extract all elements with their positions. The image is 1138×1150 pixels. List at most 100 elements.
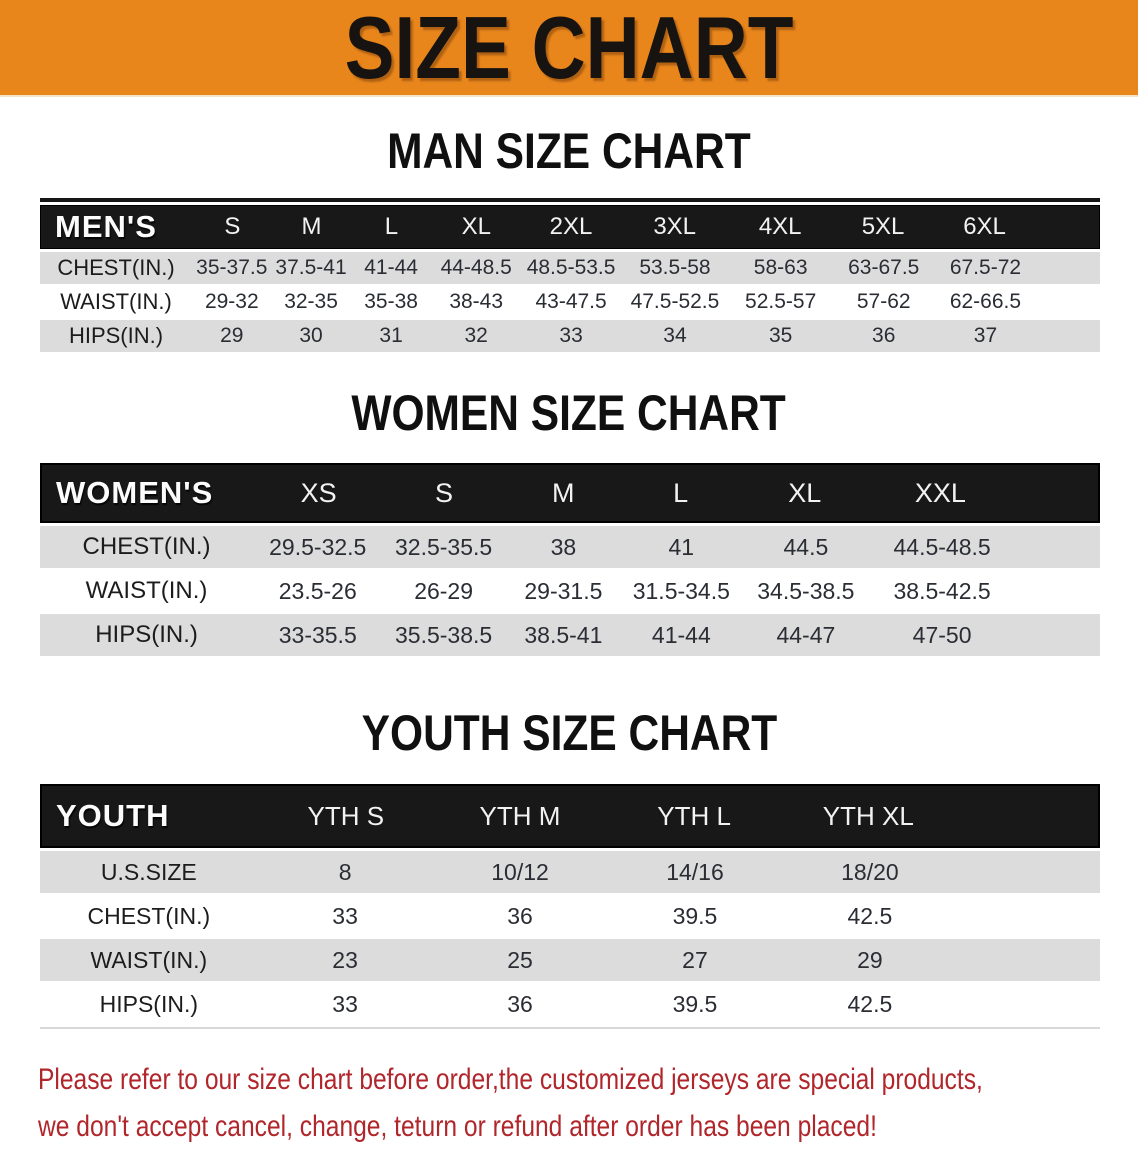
- size-cell: 38.5-42.5: [893, 577, 991, 604]
- size-cell: 42.5: [847, 902, 893, 929]
- row-label: WAIST(IN.): [60, 289, 172, 314]
- size-header: 5XL: [861, 213, 905, 240]
- size-cell: 29: [857, 946, 883, 973]
- size-cell: 32: [464, 324, 488, 347]
- women-size-table: WOMEN'S XS S M L XL XXL CHEST(IN.) 29.5-…: [40, 463, 1100, 656]
- size-cell: 33: [332, 990, 358, 1017]
- size-cell: 38: [550, 533, 577, 560]
- size-cell: 14/16: [666, 858, 724, 885]
- men-header-row: MEN'S S M L XL 2XL 3XL 4XL 5XL 6XL: [40, 205, 1100, 249]
- size-cell: 57-62: [856, 290, 911, 313]
- size-cell: 35: [768, 324, 793, 347]
- size-chart-banner: SIZE CHART: [0, 0, 1138, 97]
- size-cell: 25: [507, 946, 533, 973]
- row-label: HIPS(IN.): [99, 990, 198, 1017]
- row-label: HIPS(IN.): [68, 323, 164, 348]
- women-hips-row: HIPS(IN.) 33-35.5 35.5-38.5 38.5-41 41-4…: [40, 614, 1100, 656]
- size-cell: 32-35: [284, 290, 338, 313]
- size-cell: 43-47.5: [535, 290, 607, 313]
- size-cell: 34.5-38.5: [757, 577, 855, 604]
- men-chest-row: CHEST(IN.) 35-37.5 37.5-41 41-44 44-48.5…: [40, 252, 1100, 284]
- size-cell: 44.5-48.5: [893, 533, 991, 560]
- disclaimer-line-2: we don't accept cancel, change, teturn o…: [38, 1110, 877, 1143]
- size-cell: 30: [299, 324, 323, 347]
- size-cell: 35.5-38.5: [395, 621, 493, 648]
- size-header: 4XL: [758, 213, 802, 240]
- men-corner-label: MEN'S: [55, 209, 157, 244]
- size-header: YTH M: [479, 800, 561, 831]
- size-header: S: [224, 213, 241, 240]
- men-section-heading: MAN SIZE CHART: [0, 126, 1138, 176]
- size-cell: 33: [559, 324, 583, 347]
- size-cell: 44.5: [783, 533, 829, 560]
- size-cell: 37.5-41: [275, 256, 347, 279]
- size-header: M: [551, 477, 575, 508]
- size-header: XL: [788, 477, 822, 508]
- size-cell: 34: [663, 324, 687, 347]
- row-label: CHEST(IN.): [87, 902, 211, 929]
- size-cell: 38.5-41: [524, 621, 603, 648]
- women-heading-text: WOMEN SIZE CHART: [351, 385, 787, 441]
- women-waist-row: WAIST(IN.) 23.5-26 26-29 29-31.5 31.5-34…: [40, 570, 1100, 612]
- men-heading-text: MAN SIZE CHART: [387, 123, 751, 179]
- youth-header-row: YOUTH YTH S YTH M YTH L YTH XL: [40, 784, 1100, 848]
- size-cell: 35-38: [364, 290, 418, 313]
- row-label: WAIST(IN.): [85, 577, 208, 604]
- youth-size-table: YOUTH YTH S YTH M YTH L YTH XL U.S.SIZE …: [40, 784, 1100, 1029]
- size-header: XS: [300, 477, 337, 508]
- size-cell: 10/12: [491, 858, 549, 885]
- row-label: WAIST(IN.): [90, 946, 208, 973]
- size-cell: 33: [332, 902, 358, 929]
- size-header: S: [434, 477, 453, 508]
- size-cell: 53.5-58: [639, 256, 711, 279]
- size-cell: 36: [507, 902, 533, 929]
- size-cell: 62-66.5: [949, 290, 1022, 313]
- disclaimer-line-1: Please refer to our size chart before or…: [38, 1063, 983, 1096]
- size-header: XL: [461, 213, 491, 240]
- size-cell: 23.5-26: [278, 577, 357, 604]
- size-cell: 32.5-35.5: [395, 533, 493, 560]
- women-header-row: WOMEN'S XS S M L XL XXL: [40, 463, 1100, 523]
- women-section-heading: WOMEN SIZE CHART: [0, 388, 1138, 438]
- banner-title: SIZE CHART: [344, 0, 794, 97]
- size-cell: 27: [682, 946, 708, 973]
- size-cell: 26-29: [414, 577, 474, 604]
- men-hips-row: HIPS(IN.) 29 30 31 32 33 34 35 36 37: [40, 320, 1100, 352]
- size-cell: 48.5-53.5: [526, 256, 616, 279]
- size-cell: 37: [973, 324, 998, 347]
- size-header: YTH S: [307, 800, 385, 831]
- size-cell: 31.5-34.5: [632, 577, 730, 604]
- size-cell: 47-50: [912, 621, 972, 648]
- youth-heading-text: YOUTH SIZE CHART: [361, 705, 777, 761]
- size-header: YTH L: [657, 800, 731, 831]
- order-disclaimer: Please refer to our size chart before or…: [38, 1056, 1138, 1150]
- size-cell: 31: [379, 324, 403, 347]
- youth-waist-row: WAIST(IN.) 23 25 27 29: [40, 939, 1100, 981]
- size-cell: 52.5-57: [745, 290, 817, 313]
- men-size-table: MEN'S S M L XL 2XL 3XL 4XL 5XL 6XL CHEST…: [40, 198, 1100, 352]
- size-header: 3XL: [653, 213, 697, 240]
- size-cell: 44-48.5: [440, 256, 512, 279]
- size-cell: 39.5: [672, 990, 718, 1017]
- youth-hips-row: HIPS(IN.) 33 36 39.5 42.5: [40, 983, 1100, 1025]
- size-cell: 36: [872, 324, 896, 347]
- size-header: YTH XL: [822, 800, 914, 831]
- size-cell: 63-67.5: [848, 256, 920, 279]
- size-header: 2XL: [549, 213, 593, 240]
- size-cell: 35-37.5: [196, 256, 268, 279]
- size-cell: 29: [220, 324, 244, 347]
- size-cell: 33-35.5: [278, 621, 357, 648]
- size-cell: 29.5-32.5: [269, 533, 367, 560]
- size-cell: 29-31.5: [524, 577, 603, 604]
- size-cell: 36: [507, 990, 533, 1017]
- youth-corner-label: YOUTH: [56, 798, 170, 833]
- size-cell: 58-63: [753, 256, 808, 279]
- size-header: M: [301, 213, 322, 240]
- size-cell: 23: [332, 946, 358, 973]
- size-cell: 39.5: [672, 902, 718, 929]
- youth-section-heading: YOUTH SIZE CHART: [0, 708, 1138, 758]
- size-header: 6XL: [963, 213, 1006, 240]
- size-cell: 41: [668, 533, 695, 560]
- row-label: CHEST(IN.): [82, 533, 211, 560]
- youth-chest-row: CHEST(IN.) 33 36 39.5 42.5: [40, 895, 1100, 937]
